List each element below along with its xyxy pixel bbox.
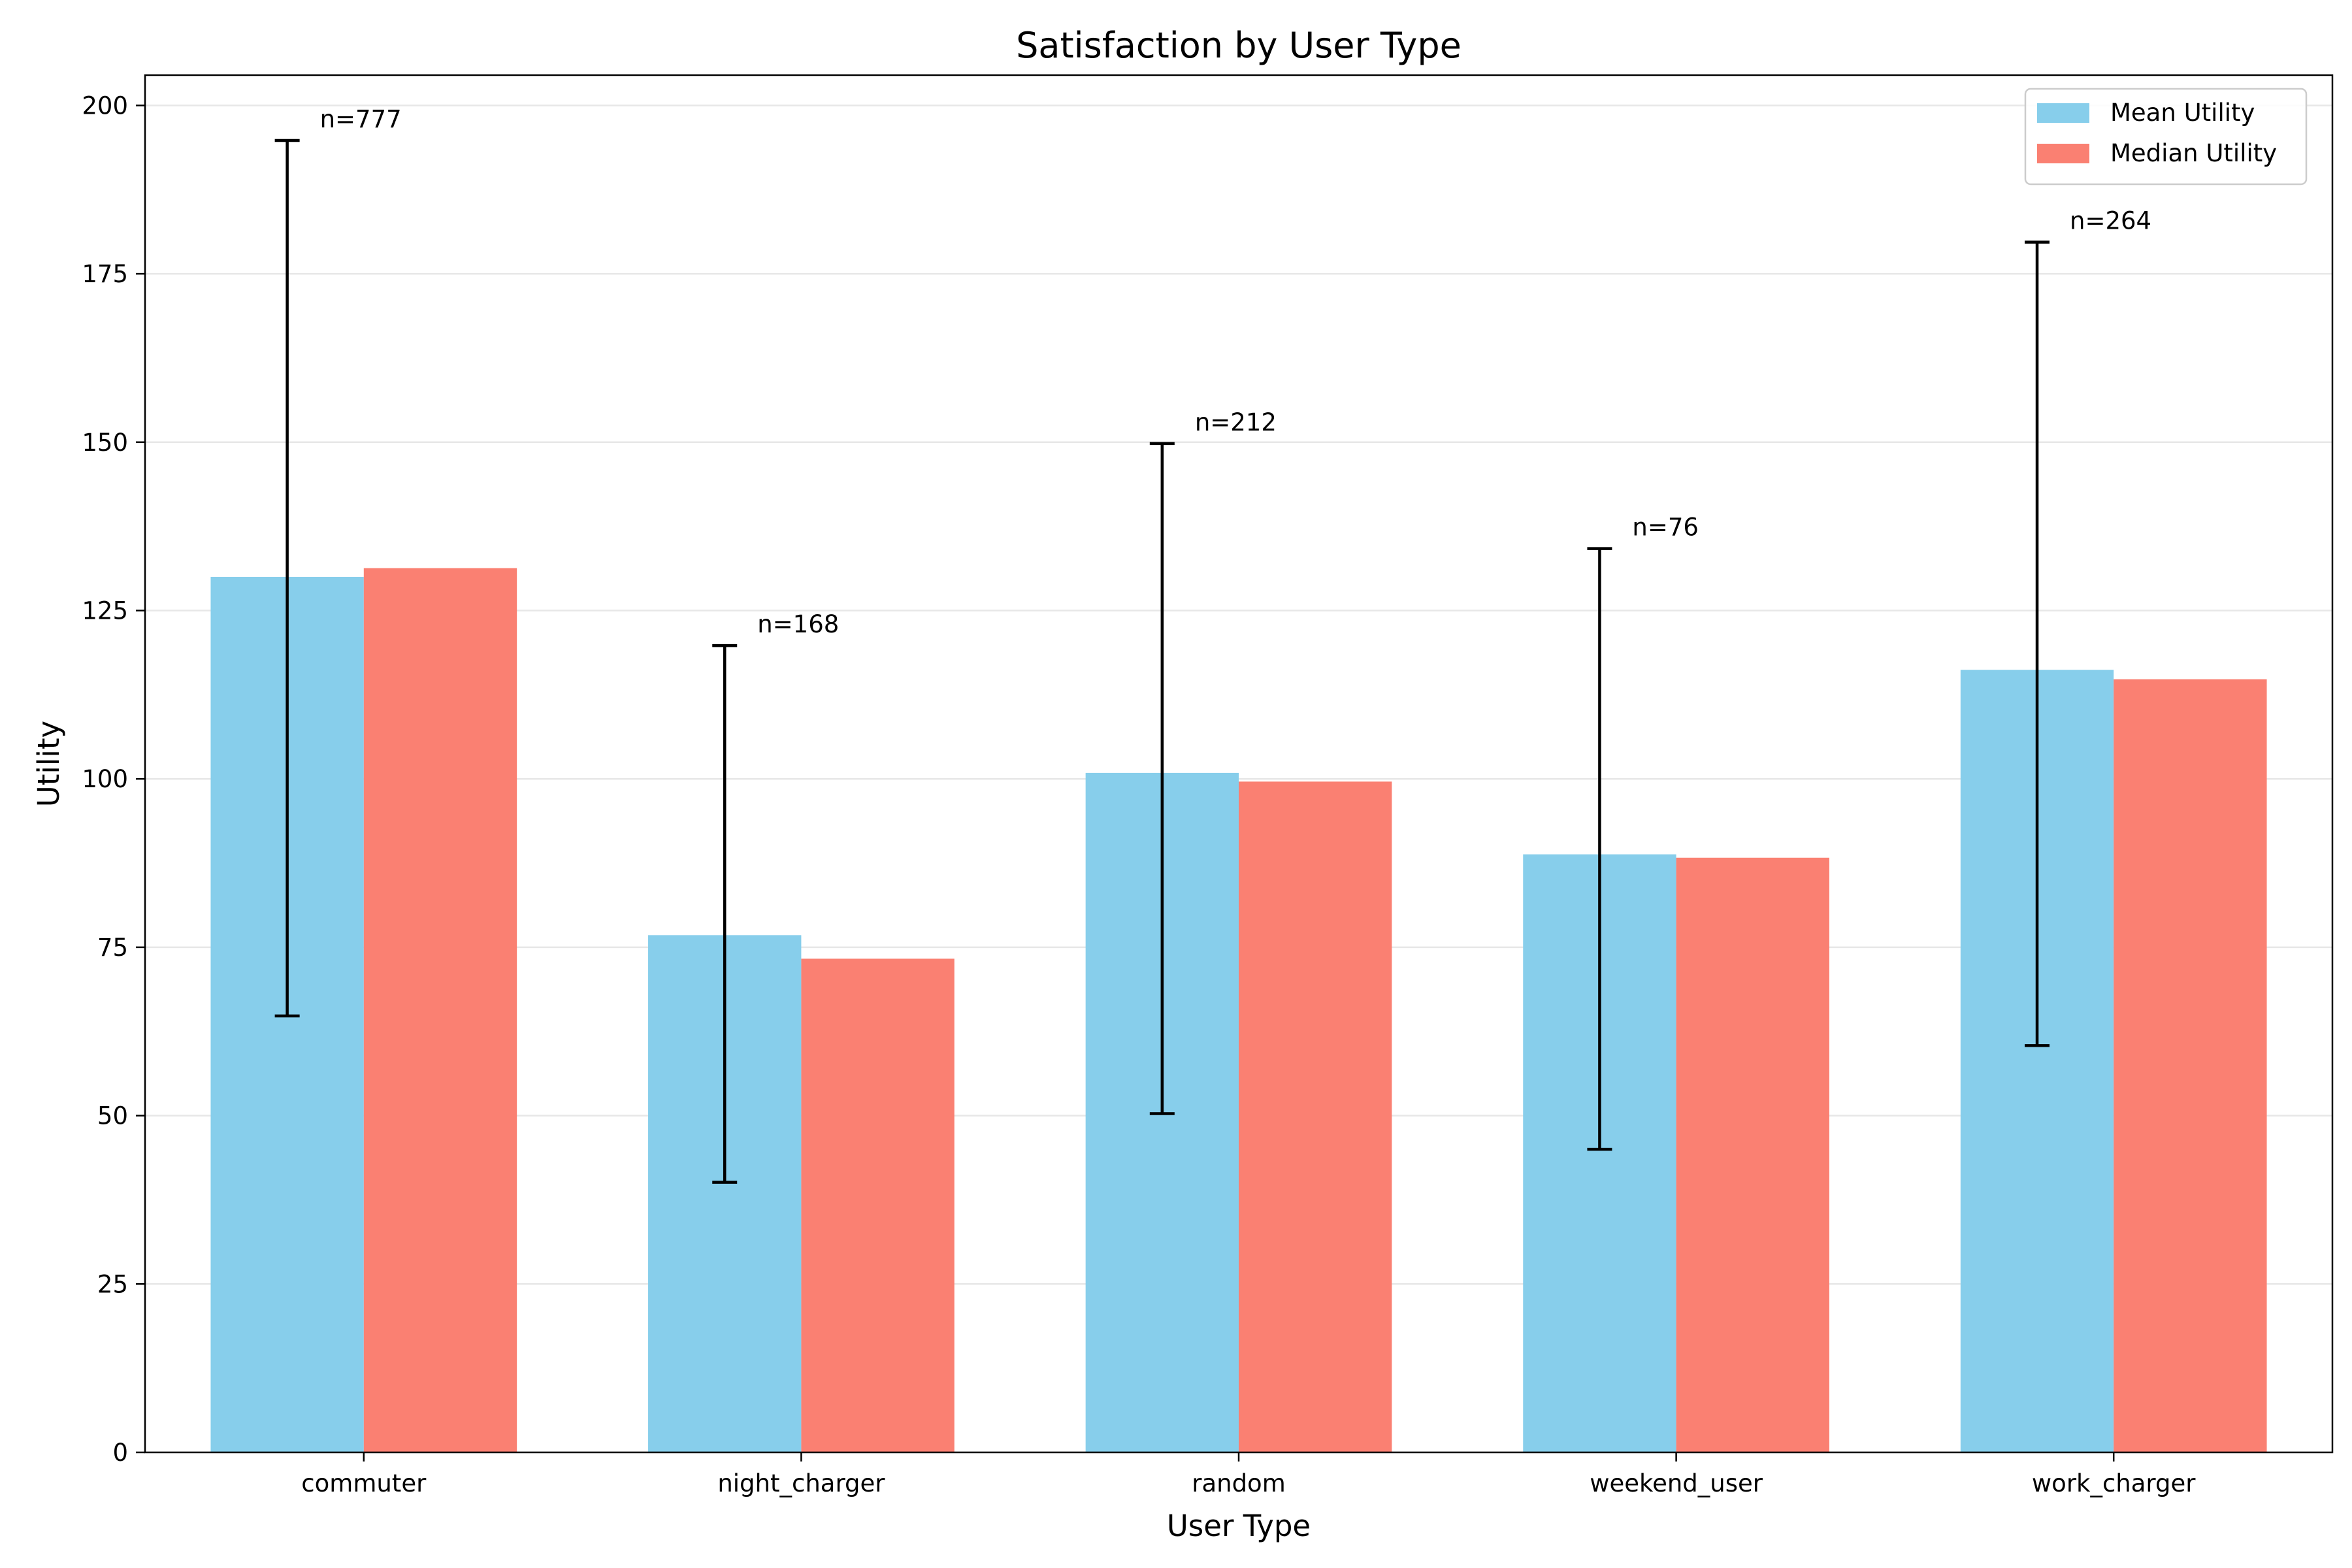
error-bar-work_charger (2025, 240, 2050, 1047)
x-tick-label-random: random (1192, 1469, 1286, 1497)
bar-median-night_charger (801, 958, 955, 1452)
legend-label: Mean Utility (2110, 99, 2255, 127)
legend: Mean Utility Median Utility (2024, 88, 2308, 186)
y-tick-label: 150 (82, 429, 128, 457)
error-bars (274, 139, 2050, 1184)
annotation-random: n=212 (1195, 408, 1277, 436)
x-tick-label-weekend_user: weekend_user (1590, 1469, 1763, 1497)
y-tick-label: 100 (82, 765, 128, 793)
chart-title: Satisfaction by User Type (1016, 25, 1462, 66)
x-tick-label-commuter: commuter (301, 1469, 427, 1497)
error-bar-random (1149, 442, 1175, 1115)
legend-swatch (2037, 103, 2089, 123)
annotation-work_charger: n=264 (2070, 207, 2151, 235)
error-bar-night_charger (712, 644, 738, 1184)
x-axis-ticks: commuter night_charger random weekend_user w… (301, 1452, 2196, 1497)
annotation-commuter: n=777 (320, 105, 402, 133)
annotation-night_charger: n=168 (757, 610, 839, 638)
annotation-weekend_user: n=76 (1632, 514, 1699, 542)
x-tick-label-night_charger: night_charger (717, 1469, 885, 1497)
sample-size-annotations: n=777 n=168 n=212 n=76 n=264 (320, 105, 2151, 638)
legend-swatch (2037, 144, 2089, 163)
y-tick-label: 125 (82, 596, 128, 625)
error-bar-commuter (274, 139, 300, 1018)
error-bar-weekend_user (1587, 547, 1612, 1151)
legend-box (2024, 88, 2308, 186)
bar-median-commuter (363, 568, 517, 1453)
y-tick-label: 200 (82, 91, 128, 120)
y-tick-label: 25 (97, 1270, 128, 1298)
y-axis-label: Utility (31, 721, 66, 807)
y-tick-label: 0 (112, 1439, 128, 1467)
y-tick-label: 175 (82, 260, 128, 288)
x-tick-label-work_charger: work_charger (2032, 1469, 2196, 1497)
y-tick-label: 50 (97, 1102, 128, 1130)
bar-median-weekend_user (1676, 857, 1829, 1452)
bar-median-work_charger (2114, 679, 2267, 1452)
y-axis-ticks: 0 25 50 75 100 125 150 175 200 (82, 91, 145, 1467)
legend-label: Median Utility (2110, 139, 2277, 167)
bar-median-random (1239, 781, 1392, 1452)
x-axis-label: User Type (1167, 1509, 1311, 1543)
y-tick-label: 75 (97, 934, 128, 962)
